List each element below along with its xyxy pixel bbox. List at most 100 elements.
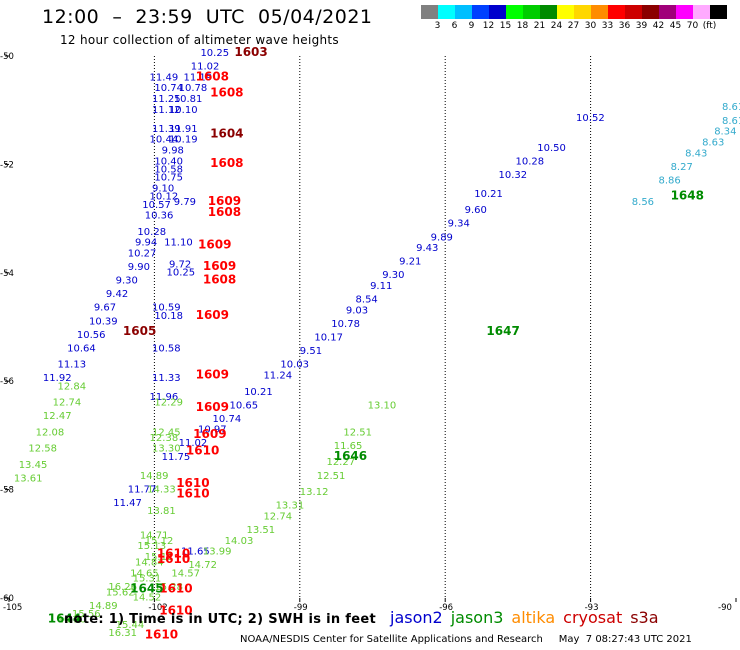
color-swatch	[574, 5, 591, 19]
x-tick-label: -105	[3, 603, 22, 613]
wave-height-value: 10.28	[515, 156, 544, 167]
wave-height-value: 9.79	[174, 197, 196, 208]
wave-height-value: 8.27	[671, 162, 693, 173]
wave-height-value: 9.67	[94, 303, 116, 314]
legend-entry-s3a: s3a	[630, 608, 659, 627]
pass-time-label: 1609	[196, 308, 229, 322]
color-swatch	[591, 5, 608, 19]
wave-height-value: 11.75	[162, 452, 191, 463]
color-scale-tick: 42	[652, 21, 665, 31]
wave-height-value: 10.12	[150, 192, 179, 203]
color-scale-tick: 27	[567, 21, 580, 31]
wave-height-value: 9.90	[128, 262, 150, 273]
color-swatch	[506, 5, 523, 19]
color-swatch	[455, 5, 472, 19]
wave-height-value: 8.61	[722, 102, 740, 113]
wave-height-value: 14.03	[225, 536, 254, 547]
wave-height-value: 8.56	[632, 197, 654, 208]
wave-height-value: 8.63	[702, 137, 724, 148]
wave-height-value: 9.89	[431, 232, 453, 243]
pass-time-label: 1610	[159, 603, 192, 617]
wave-height-value: 11.65	[334, 441, 363, 452]
pass-time-label: 1644	[48, 611, 81, 625]
wave-height-value: 9.60	[465, 205, 487, 216]
source-footer: NOAA/NESDIS Center for Satellite Applica…	[240, 634, 692, 645]
pass-time-label: 1648	[671, 189, 704, 203]
wave-height-value: 13.45	[19, 460, 48, 471]
wave-height-value: 11.39	[152, 124, 181, 135]
color-swatch	[489, 5, 506, 19]
wave-height-value: 9.72	[169, 259, 191, 270]
wave-height-value: 14.72	[188, 560, 217, 571]
wave-height-value: 14.57	[171, 568, 200, 579]
wave-height-value: 9.42	[106, 289, 128, 300]
wave-height-value: 13.30	[152, 444, 181, 455]
color-scale-tick: (ft)	[702, 21, 717, 31]
wave-height-value: 16.31	[108, 628, 137, 639]
wave-height-value: 10.74	[213, 414, 242, 425]
x-tick-label: -99	[294, 603, 308, 613]
pass-time-label: 1608	[208, 205, 241, 219]
wave-height-value: 14.89	[89, 601, 118, 612]
wave-height-value: 10.64	[67, 343, 96, 354]
wave-height-value: 9.21	[399, 257, 421, 268]
axis-layer: -50 -52 -54 -56 -58 -60-105 -102 -99 -96 -93 -90	[0, 52, 737, 613]
color-swatch	[676, 5, 693, 19]
wave-height-value: 9.43	[416, 243, 438, 254]
wave-height-value: 10.58	[152, 343, 181, 354]
color-scale-tick: 15	[499, 21, 512, 31]
wave-height-value: 15.12	[145, 536, 174, 547]
wave-height-value: 15.11	[145, 552, 174, 563]
color-scale-tick: 39	[635, 21, 648, 31]
y-tick-label: -52	[0, 160, 14, 170]
wave-height-value: 10.56	[77, 330, 106, 341]
wave-height-value: 10.59	[152, 303, 181, 314]
wave-height-value: 10.75	[154, 173, 183, 184]
wave-height-value: 14.33	[147, 484, 176, 495]
color-scale-tick: 36	[618, 21, 631, 31]
wave-height-value: 10.97	[198, 425, 227, 436]
wave-height-value: 12.84	[57, 381, 86, 392]
wave-height-value: 12.74	[53, 398, 82, 409]
wave-height-value: 10.81	[174, 94, 203, 105]
wave-height-value: 10.65	[230, 400, 259, 411]
wave-height-value: 15.13	[137, 541, 166, 552]
color-swatch	[693, 5, 710, 19]
wave-height-value: 11.10	[164, 238, 193, 249]
wave-height-value: 12.45	[152, 427, 181, 438]
wave-height-value: 10.28	[137, 227, 166, 238]
color-scale-tick: 45	[669, 21, 682, 31]
color-scale-bar	[421, 5, 727, 19]
wave-height-value: 10.74	[154, 83, 183, 94]
pass-time-label: 1610	[159, 582, 192, 596]
color-swatch	[421, 5, 438, 19]
wave-height-value: 15.44	[116, 620, 145, 631]
legend-entry-cryosat: cryosat	[563, 608, 623, 627]
color-swatch	[659, 5, 676, 19]
pass-time-label: 1605	[123, 324, 156, 338]
wave-height-value: 14.52	[133, 593, 162, 604]
wave-height-value: 14.71	[140, 530, 169, 541]
wave-height-value: 15.31	[133, 574, 162, 585]
y-tick-label: -60	[0, 594, 14, 604]
wave-height-value: 9.98	[162, 146, 184, 157]
wave-height-value: 10.58	[154, 165, 183, 176]
wave-height-value: 8.43	[685, 148, 707, 159]
pass-time-label: 1610	[176, 476, 209, 490]
wave-height-value: 9.94	[135, 238, 157, 249]
wave-height-value: 12.27	[326, 457, 355, 468]
wave-height-value: 11.65	[181, 547, 210, 558]
pass-time-label: 1609	[196, 400, 229, 414]
pass-time-label: 1609	[203, 259, 236, 273]
wave-height-value: 9.30	[116, 276, 138, 287]
wave-height-value: 12.58	[28, 444, 57, 455]
wave-height-value: 16.26	[108, 582, 137, 593]
color-scale-tick: 9	[468, 21, 475, 31]
wave-height-value: 12.08	[36, 427, 65, 438]
pass-time-label: 1645	[130, 582, 163, 596]
wave-height-value: 12.51	[317, 471, 346, 482]
wave-height-value: 15.28	[154, 582, 183, 593]
wave-height-value: 12.38	[150, 433, 179, 444]
wave-height-value: 10.78	[331, 319, 360, 330]
